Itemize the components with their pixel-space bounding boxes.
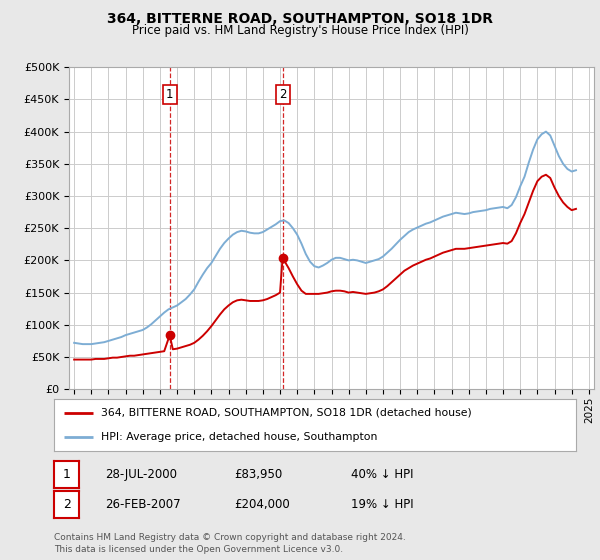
Text: 1: 1 (62, 468, 71, 482)
Text: 364, BITTERNE ROAD, SOUTHAMPTON, SO18 1DR (detached house): 364, BITTERNE ROAD, SOUTHAMPTON, SO18 1D… (101, 408, 472, 418)
Text: Price paid vs. HM Land Registry's House Price Index (HPI): Price paid vs. HM Land Registry's House … (131, 24, 469, 36)
Text: HPI: Average price, detached house, Southampton: HPI: Average price, detached house, Sout… (101, 432, 377, 442)
Text: 19% ↓ HPI: 19% ↓ HPI (351, 498, 413, 511)
Text: £204,000: £204,000 (234, 498, 290, 511)
Text: 364, BITTERNE ROAD, SOUTHAMPTON, SO18 1DR: 364, BITTERNE ROAD, SOUTHAMPTON, SO18 1D… (107, 12, 493, 26)
Text: 1: 1 (166, 88, 173, 101)
Text: Contains HM Land Registry data © Crown copyright and database right 2024.
This d: Contains HM Land Registry data © Crown c… (54, 533, 406, 554)
Text: 28-JUL-2000: 28-JUL-2000 (105, 468, 177, 482)
Text: 40% ↓ HPI: 40% ↓ HPI (351, 468, 413, 482)
Text: £83,950: £83,950 (234, 468, 282, 482)
Text: 26-FEB-2007: 26-FEB-2007 (105, 498, 181, 511)
Text: 2: 2 (279, 88, 286, 101)
Text: 2: 2 (62, 498, 71, 511)
